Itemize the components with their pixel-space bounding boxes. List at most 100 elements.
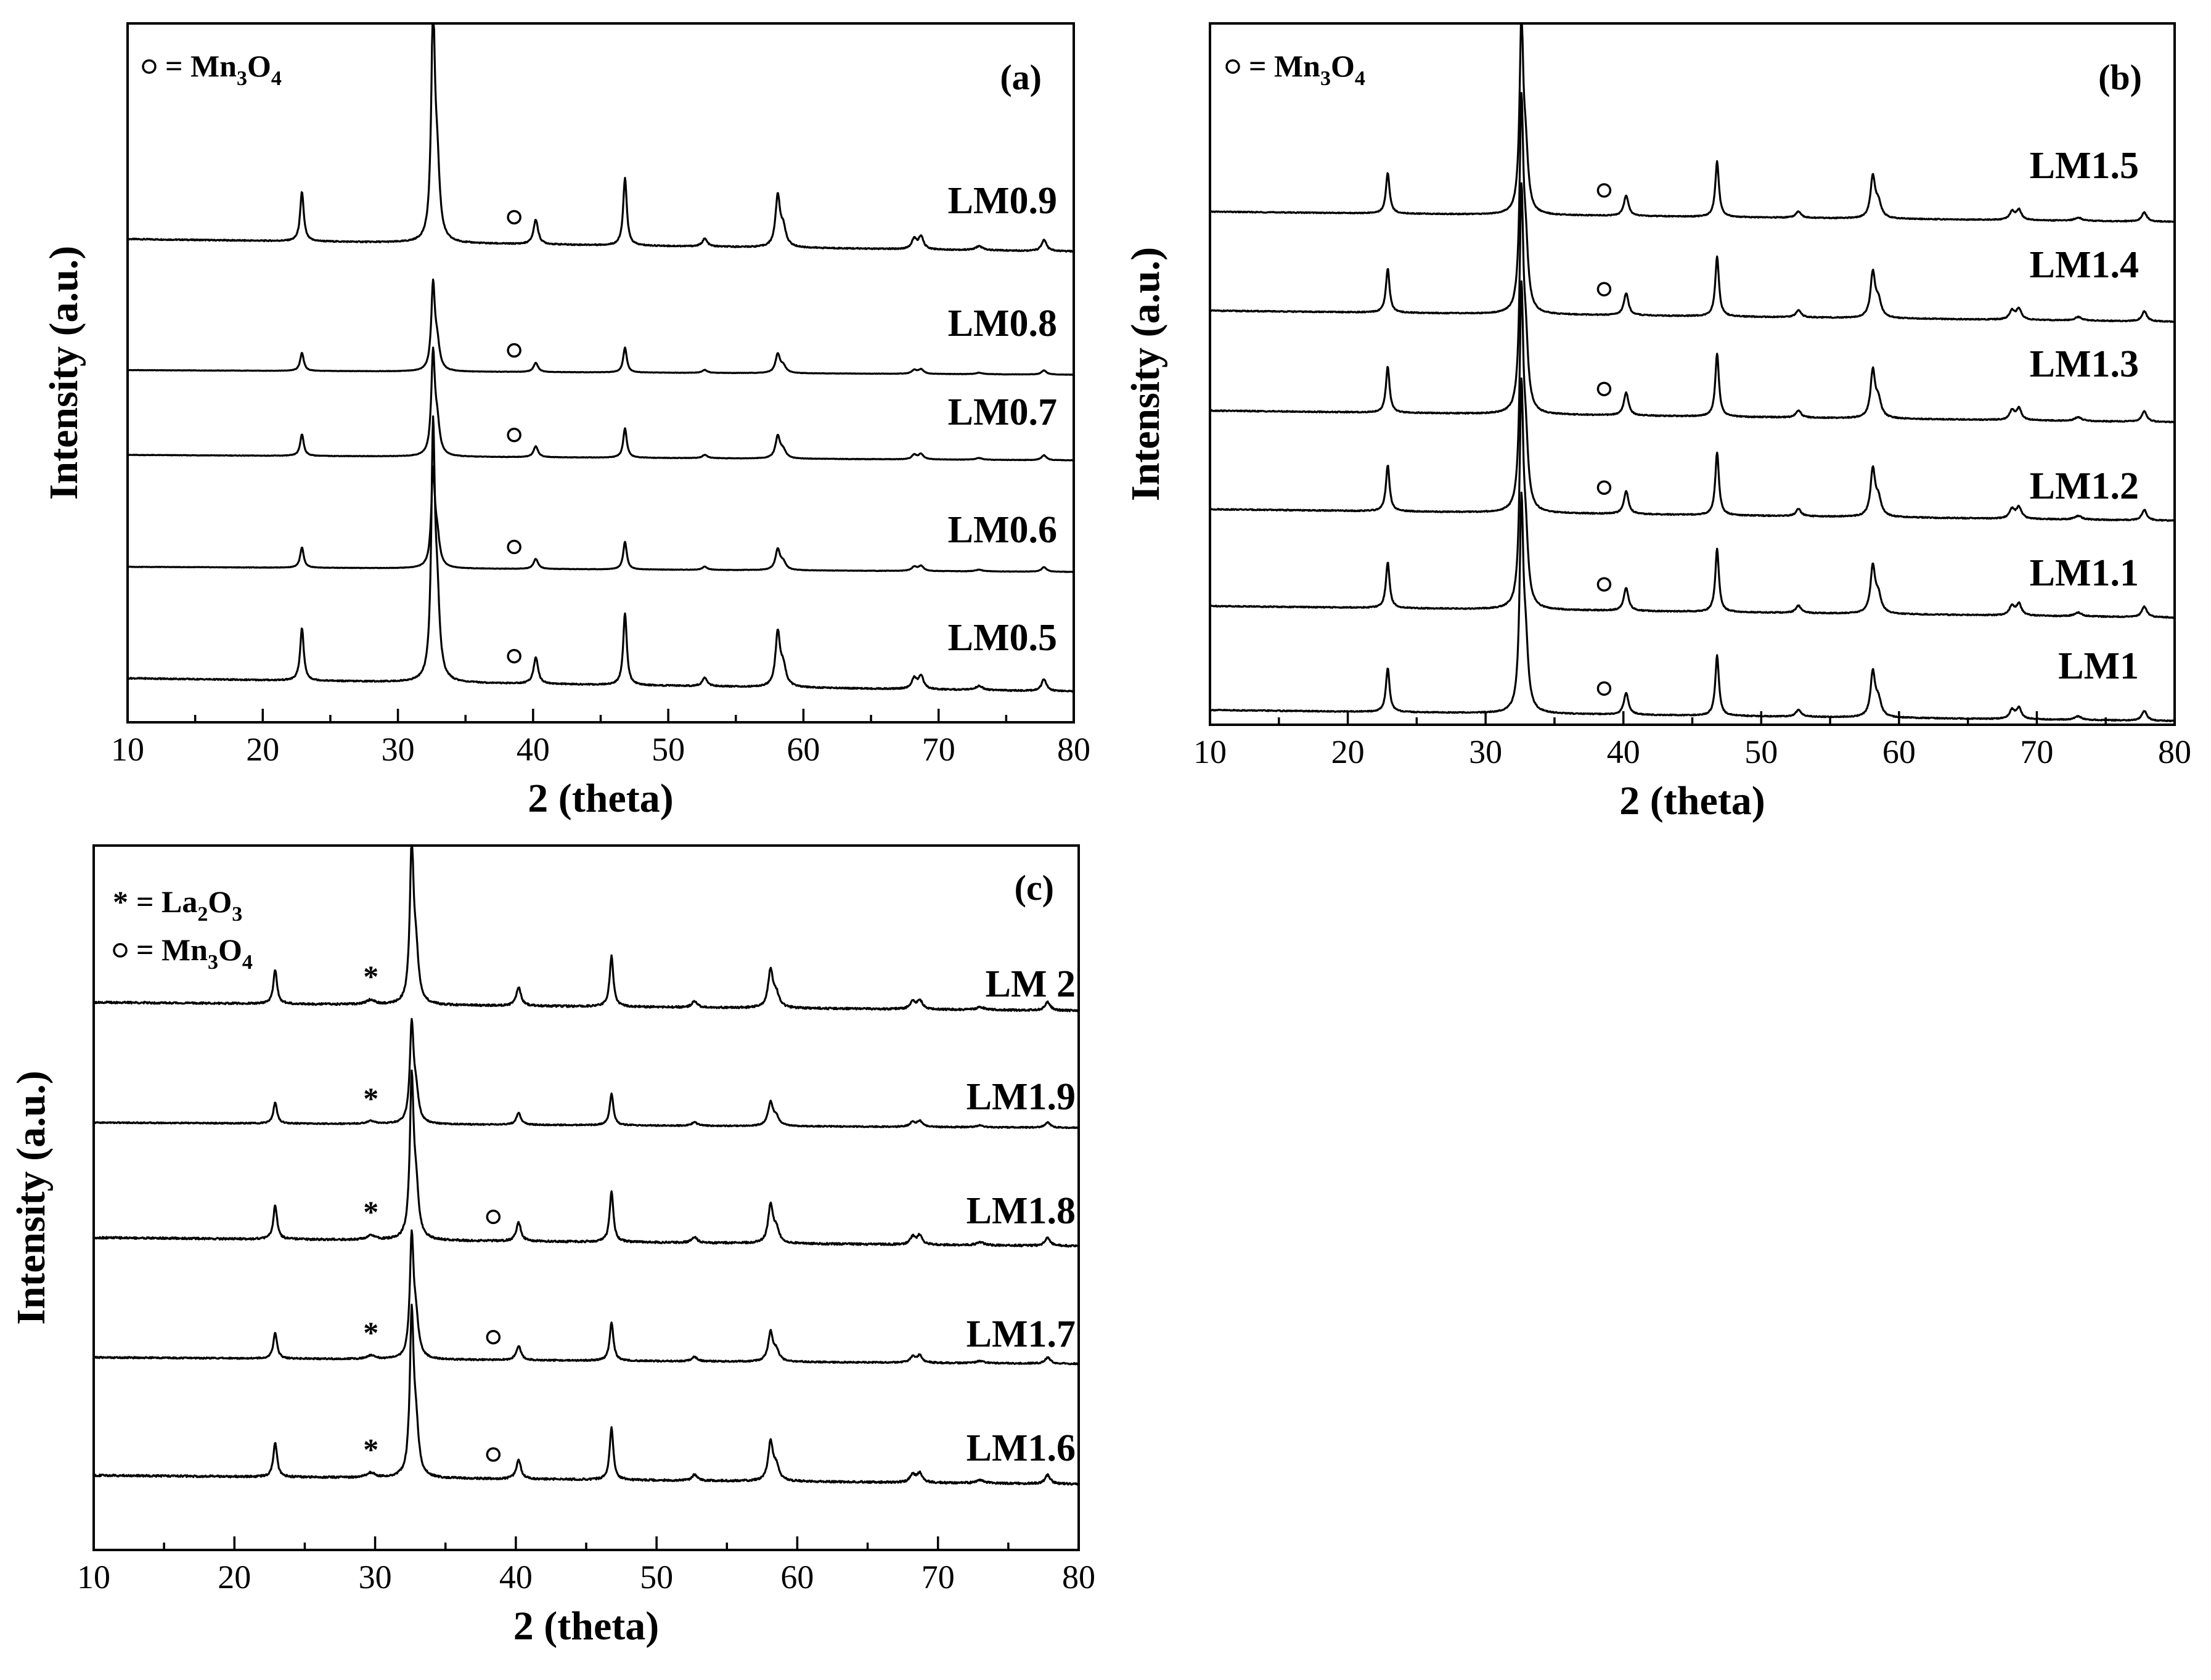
x-tick-label: 50	[652, 731, 685, 768]
mn3o4-peak-marker	[486, 1209, 501, 1225]
legend-entry: * = La2O3	[113, 884, 242, 926]
panel-tag: (a)	[1000, 57, 1042, 97]
x-tick-label: 70	[2020, 733, 2053, 770]
x-axis-title: 2 (theta)	[513, 1604, 659, 1649]
mn3o4-peak-marker	[507, 539, 521, 555]
x-axis-title: 2 (theta)	[528, 776, 673, 821]
x-tick-label: 20	[1331, 733, 1365, 770]
series-label: LM1.6	[967, 1427, 1076, 1469]
series-label: LM0.5	[948, 617, 1057, 659]
mn3o4-peak-marker	[1596, 577, 1612, 592]
series-lm1.6: LM1.6 *	[93, 1303, 1079, 1486]
legend-label: = Mn3O4	[165, 49, 282, 90]
x-tick-label: 60	[780, 1559, 814, 1596]
series-lm1.9: LM1.9 *	[93, 1017, 1079, 1130]
mn3o4-peak-marker	[1596, 681, 1612, 696]
xrd-pattern-line	[1209, 377, 2175, 619]
series-label: LM1	[2058, 645, 2139, 687]
series-label: LM 2	[986, 963, 1076, 1005]
panel-tag: (c)	[1015, 868, 1054, 908]
la2o3-peak-marker: *	[363, 959, 378, 993]
xrd-pattern-line	[1209, 491, 2176, 723]
x-tick-label: 80	[2158, 733, 2191, 770]
legend-label: = Mn3O4	[1249, 49, 1365, 90]
x-tick-label: 20	[246, 731, 279, 768]
y-axis-title: Intensity (a.u.)	[9, 1070, 54, 1325]
la2o3-peak-marker: *	[363, 1432, 378, 1466]
la2o3-peak-marker: *	[363, 1194, 378, 1229]
series-lm2: LM 2 *	[93, 846, 1080, 1013]
x-tick-label: 80	[1062, 1559, 1095, 1596]
x-tick-label: 30	[1469, 733, 1502, 770]
x-tick-label: 10	[1193, 733, 1227, 770]
legend-entry: = Mn3O4	[1225, 49, 1365, 90]
series-label: LM0.9	[948, 180, 1057, 222]
mn3o4-peak-marker	[507, 343, 521, 358]
la2o3-legend-marker: *	[113, 884, 128, 919]
y-axis-title: Intensity (a.u.)	[41, 246, 86, 500]
series-label: LM1.2	[2030, 465, 2139, 507]
xrd-pattern-line	[93, 846, 1080, 1013]
xrd-pattern-line	[126, 23, 1074, 253]
series-lm1.1: LM1.1	[1209, 377, 2175, 619]
x-tick-label: 40	[499, 1559, 533, 1596]
series-label: LM0.7	[948, 391, 1057, 433]
x-tick-label: 40	[517, 731, 550, 768]
series-label: LM1.5	[2030, 145, 2139, 187]
series-label: LM1.1	[2030, 552, 2139, 594]
la2o3-peak-marker: *	[363, 1315, 378, 1350]
series-lm1: LM1	[1209, 491, 2176, 723]
xrd-pattern-line	[1209, 280, 2176, 522]
mn3o4-legend-marker	[142, 59, 157, 74]
series-lm0.5: LM0.5	[126, 415, 1074, 693]
series-label: LM0.6	[948, 509, 1057, 551]
mn3o4-peak-marker	[507, 428, 521, 442]
x-tick-label: 60	[1882, 733, 1916, 770]
mn3o4-peak-marker	[486, 1447, 501, 1462]
xrd-panel-3: 10 20 30 40 50 60 70 80 2 (theta) Intensity (a.u.…	[9, 844, 1095, 1649]
xrd-pattern-line	[1209, 92, 2175, 323]
mn3o4-peak-marker	[486, 1329, 501, 1345]
series-lm1.5: LM1.5	[1209, 23, 2175, 223]
series-lm1.2: LM1.2	[1209, 280, 2176, 522]
series-label: LM1.4	[2030, 244, 2139, 286]
xrd-panel-1: 10 20 30 40 50 60 70 80 2 (theta) Intensity (a.u.…	[41, 22, 1090, 821]
x-tick-label: 30	[359, 1559, 392, 1596]
series-label: LM0.8	[948, 303, 1057, 345]
series-lm1.4: LM1.4	[1209, 92, 2175, 323]
xrd-pattern-line	[92, 1069, 1080, 1248]
series-lm1.8: LM1.8 *	[92, 1069, 1080, 1248]
legend-entry: = Mn3O4	[113, 932, 253, 974]
series-lm0.7: LM0.7	[127, 346, 1074, 462]
mn3o4-legend-marker	[1225, 59, 1240, 74]
xrd-panel-2: 10 20 30 40 50 60 70 80 2 (theta) Intensity (a.u.…	[1123, 22, 2191, 823]
xrd-pattern-line	[93, 1303, 1079, 1486]
series-lm1.3: LM1.3	[1209, 182, 2175, 423]
series-lm0.8: LM0.8	[127, 279, 1074, 376]
xrd-pattern-line	[93, 1017, 1079, 1130]
y-axis-title: Intensity (a.u.)	[1123, 247, 1168, 502]
legend-label: = Mn3O4	[136, 932, 253, 974]
series-label: LM1.9	[967, 1076, 1076, 1118]
mn3o4-peak-marker	[507, 648, 521, 664]
mn3o4-peak-marker	[507, 210, 521, 225]
mn3o4-peak-marker	[1596, 381, 1612, 396]
mn3o4-legend-marker	[113, 943, 128, 958]
xrd-pattern-line	[1209, 182, 2175, 423]
series-lm1.7: LM1.7 *	[93, 1229, 1080, 1366]
panel-tag: (b)	[2098, 57, 2142, 97]
x-axis-title: 2 (theta)	[1619, 778, 1765, 823]
x-tick-label: 50	[640, 1559, 673, 1596]
xrd-pattern-line	[127, 279, 1074, 376]
xrd-pattern-line	[127, 346, 1074, 462]
x-tick-label: 70	[922, 1559, 955, 1596]
x-tick-label: 50	[1744, 733, 1778, 770]
xrd-pattern-line	[126, 415, 1074, 693]
series-label: LM1.3	[2030, 343, 2139, 385]
xrd-pattern-line	[93, 1229, 1080, 1366]
mn3o4-peak-marker	[1596, 183, 1612, 198]
series-lm0.6: LM0.6	[127, 465, 1074, 573]
series-lm0.9: LM0.9	[126, 23, 1074, 253]
series-label: LM1.7	[967, 1313, 1076, 1355]
